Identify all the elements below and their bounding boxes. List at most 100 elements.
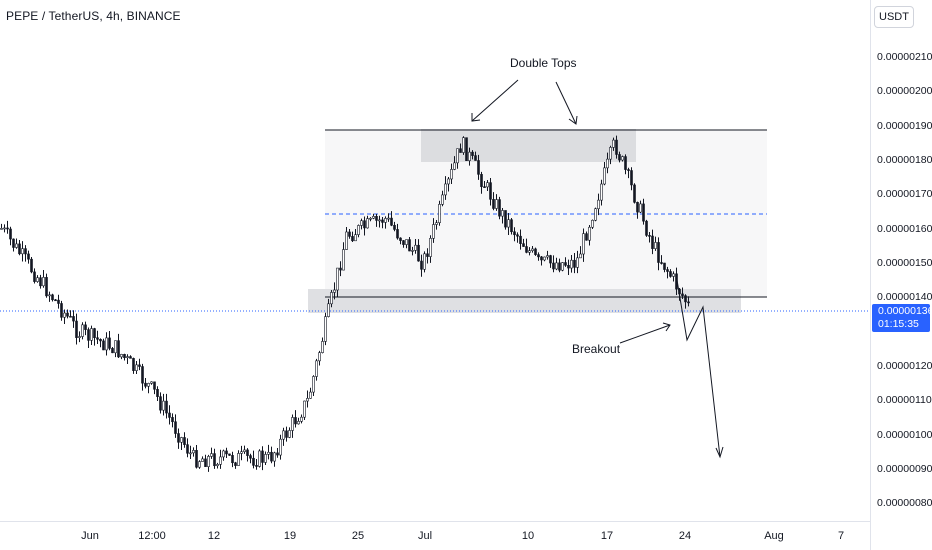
price-chart[interactable] [0, 0, 870, 521]
candle [303, 400, 306, 418]
candle [471, 151, 474, 156]
candle [342, 249, 345, 271]
current-price-tag: 0.00000136 01:15:35 [872, 304, 932, 332]
candle [645, 220, 648, 236]
candle [120, 354, 123, 358]
candle [498, 199, 501, 217]
candle [102, 340, 105, 351]
candle [87, 329, 90, 341]
time-label: 17 [600, 530, 614, 542]
candle [270, 451, 273, 462]
time-label: Aug [764, 530, 784, 542]
candle [630, 170, 633, 186]
breakout-label[interactable]: Breakout [572, 342, 621, 356]
candle [654, 242, 657, 249]
currency-button[interactable]: USDT [874, 6, 914, 28]
candle [375, 216, 378, 221]
candle [234, 462, 237, 466]
candle [642, 203, 645, 222]
candle [615, 139, 618, 155]
candle [156, 389, 159, 397]
candle [45, 277, 48, 297]
candle [537, 254, 540, 258]
candle [249, 455, 252, 459]
candle [264, 454, 267, 463]
candle [330, 292, 333, 305]
candle [132, 358, 135, 371]
price-axis-divider [870, 0, 871, 550]
candle [324, 316, 327, 342]
candle [492, 199, 495, 209]
candle [495, 199, 498, 209]
candle [273, 452, 276, 462]
candle [219, 456, 222, 465]
candle [480, 174, 483, 187]
candle [246, 449, 249, 456]
price-label: 0.00000090 [877, 463, 932, 475]
time-label: 24 [678, 530, 692, 542]
candle [573, 259, 576, 268]
double-tops-label[interactable]: Double Tops [510, 56, 577, 70]
candle [312, 376, 315, 393]
candle [57, 299, 60, 304]
candle [636, 202, 639, 213]
candle [549, 255, 552, 264]
candle [210, 453, 213, 457]
candle [108, 337, 111, 349]
candle [96, 337, 99, 340]
candle [516, 234, 519, 237]
candle [612, 139, 615, 148]
candle [231, 455, 234, 464]
candle [27, 253, 30, 260]
candle [444, 183, 447, 196]
candle [582, 233, 585, 255]
candle [558, 262, 561, 271]
chart-title: PEPE / TetherUS, 4h, BINANCE [6, 9, 181, 23]
candle [339, 267, 342, 271]
candle [381, 219, 384, 223]
time-label: Jul [417, 530, 433, 542]
candle [591, 219, 594, 228]
candle [66, 312, 69, 317]
candle [585, 233, 588, 241]
candle [150, 381, 153, 384]
candle [78, 336, 81, 338]
candle [510, 219, 513, 233]
time-label: 12 [207, 530, 221, 542]
candle [117, 340, 120, 358]
candle [423, 253, 426, 270]
candle [93, 328, 96, 339]
candle [567, 265, 570, 269]
candle [351, 236, 354, 242]
price-label: 0.00000150 [877, 257, 932, 269]
candle [456, 148, 459, 164]
candle [237, 453, 240, 466]
candle [144, 382, 147, 387]
candle [51, 294, 54, 301]
candle [450, 169, 453, 180]
candle [666, 269, 669, 272]
candle [279, 438, 282, 456]
candle [309, 391, 312, 399]
price-label: 0.00000140 [877, 291, 932, 303]
candle [507, 219, 510, 228]
price-label: 0.00000080 [877, 497, 932, 509]
candle [657, 242, 660, 263]
candle [69, 315, 72, 318]
candle [261, 450, 264, 463]
candle [318, 352, 321, 362]
candle [99, 339, 102, 342]
current-price-value: 0.00000136 [878, 305, 932, 317]
candle [639, 203, 642, 213]
candle [588, 226, 591, 241]
candle [84, 324, 87, 330]
candle [300, 416, 303, 422]
candle [597, 199, 600, 210]
candle [525, 246, 528, 253]
candle [366, 218, 369, 229]
candle [546, 255, 549, 258]
candle [663, 262, 666, 270]
candle [207, 456, 210, 467]
candle [252, 457, 255, 466]
candle [213, 453, 216, 467]
